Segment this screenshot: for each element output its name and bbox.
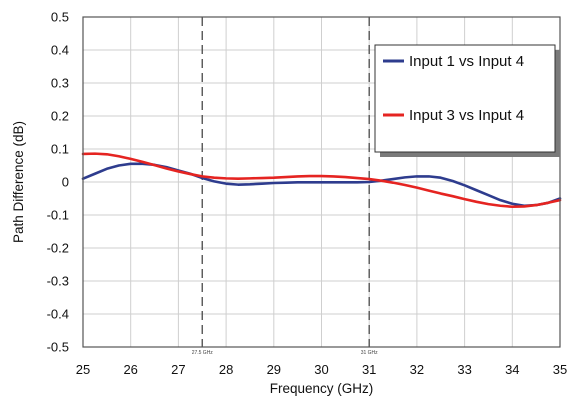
y-tick-label: 0 bbox=[62, 175, 69, 190]
y-axis-title: Path Difference (dB) bbox=[11, 121, 26, 243]
x-axis-title: Frequency (GHz) bbox=[270, 381, 374, 396]
x-tick-label: 32 bbox=[410, 362, 424, 377]
x-tick-label: 33 bbox=[457, 362, 471, 377]
x-tick-label: 30 bbox=[314, 362, 328, 377]
x-tick-label: 25 bbox=[76, 362, 90, 377]
y-tick-label: -0.1 bbox=[47, 208, 69, 223]
x-tick-label: 34 bbox=[505, 362, 519, 377]
series-lines bbox=[81, 152, 562, 209]
x-tick-label: 31 bbox=[362, 362, 376, 377]
series-line-input-3-vs-input-4 bbox=[81, 152, 562, 209]
y-tick-label: 0.4 bbox=[51, 43, 69, 58]
reference-line-label-27-5-ghz: 27.5 GHz bbox=[192, 350, 214, 356]
y-tick-label: 0.5 bbox=[51, 10, 69, 25]
x-tick-label: 26 bbox=[123, 362, 137, 377]
x-tick-label: 29 bbox=[267, 362, 281, 377]
y-tick-labels: 0.5 0.4 0.3 0.2 0.1 0 -0.1 -0.2 -0.3 -0.4 -0.5 bbox=[47, 10, 69, 355]
y-tick-label: -0.4 bbox=[47, 307, 69, 322]
plot-area-border bbox=[82, 16, 561, 348]
y-tick-label: -0.5 bbox=[47, 340, 69, 355]
y-tick-label: -0.2 bbox=[47, 241, 69, 256]
reference-line-label-31-ghz: 31 GHz bbox=[361, 350, 378, 356]
y-tick-label: 0.3 bbox=[51, 76, 69, 91]
legend-label-input-1-vs-input-4: Input 1 vs Input 4 bbox=[409, 53, 524, 70]
legend: Input 1 vs Input 4 Input 3 vs Input 4 bbox=[374, 44, 560, 157]
y-tick-label: 0.1 bbox=[51, 142, 69, 157]
x-tick-label: 28 bbox=[219, 362, 233, 377]
y-tick-label: 0.2 bbox=[51, 109, 69, 124]
legend-box bbox=[374, 44, 556, 153]
x-tick-labels: 25 26 27 28 29 30 31 32 33 34 35 bbox=[76, 362, 567, 377]
x-tick-label: 27 bbox=[171, 362, 185, 377]
x-tick-label: 35 bbox=[553, 362, 567, 377]
y-tick-label: -0.3 bbox=[47, 274, 69, 289]
reference-lines: 27.5 GHz 31 GHz bbox=[192, 17, 378, 356]
legend-label-input-3-vs-input-4: Input 3 vs Input 4 bbox=[409, 107, 524, 124]
